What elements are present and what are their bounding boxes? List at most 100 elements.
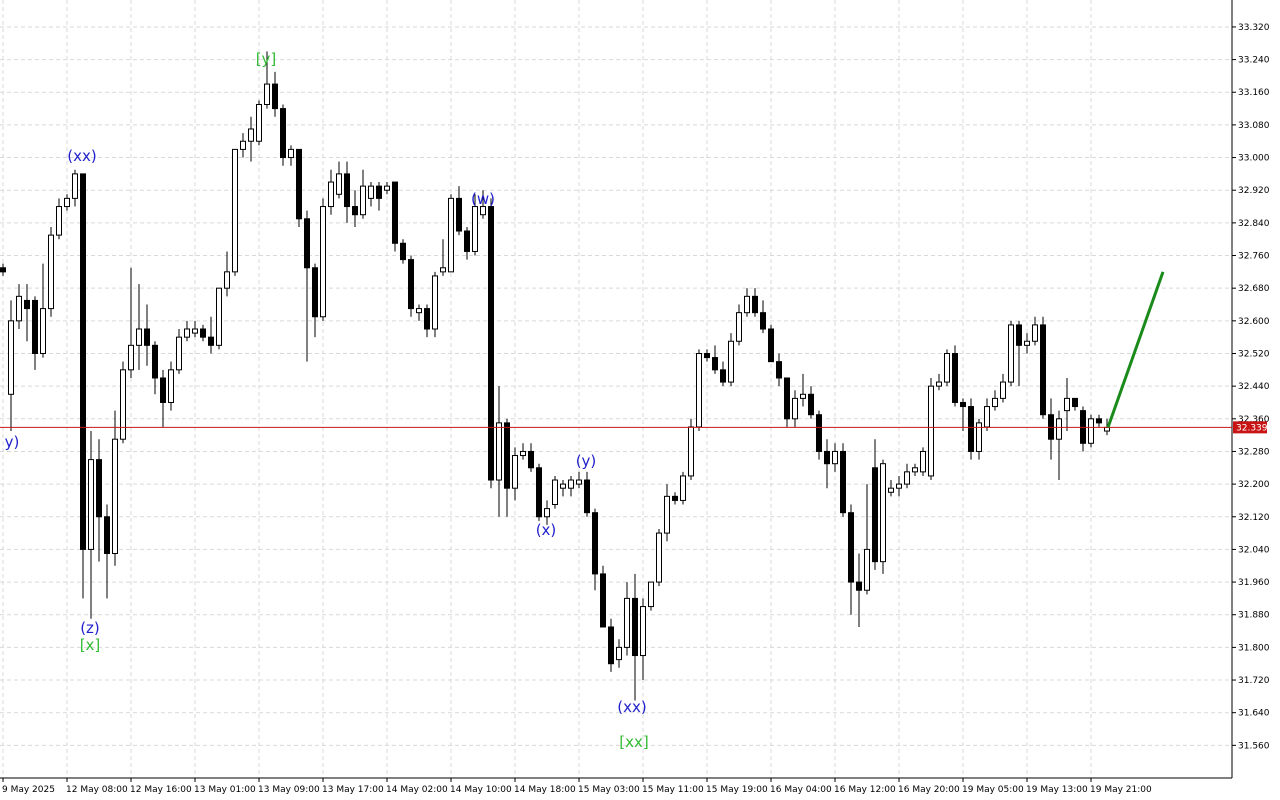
candle-body xyxy=(8,320,14,395)
candle-body xyxy=(1040,324,1046,416)
candle-body xyxy=(648,581,654,608)
y-tick-label: 33.320 xyxy=(1238,23,1270,33)
candle-body xyxy=(1032,324,1038,342)
candle-body xyxy=(216,287,222,346)
candle-body xyxy=(784,377,790,420)
candle-body xyxy=(904,471,910,485)
candle-body xyxy=(696,352,702,428)
candle-body xyxy=(936,381,942,387)
candle-body xyxy=(528,450,534,469)
candle-body xyxy=(968,406,974,452)
x-tick-label: 13 May 09:00 xyxy=(258,785,320,795)
candle-body xyxy=(56,206,62,236)
candle-body xyxy=(208,336,214,346)
candle-body xyxy=(496,422,502,481)
candle-body xyxy=(632,597,638,657)
candle-body xyxy=(112,438,118,554)
candle-body xyxy=(992,397,998,408)
candle-body xyxy=(456,197,462,232)
y-tick-label: 33.000 xyxy=(1238,154,1270,164)
candle-body xyxy=(1064,397,1070,412)
candle-body xyxy=(272,83,278,110)
candle-body xyxy=(800,393,806,399)
candle-body xyxy=(352,206,358,216)
candle-body xyxy=(376,185,382,199)
candle-body xyxy=(0,267,6,273)
wave-label: (y) xyxy=(576,452,597,470)
candle-body xyxy=(760,312,766,330)
candle-body xyxy=(984,406,990,428)
candle-body xyxy=(920,450,926,473)
candle-body xyxy=(160,377,166,403)
candle-body xyxy=(640,606,646,657)
y-tick-label: 32.040 xyxy=(1238,545,1270,555)
y-tick-label: 31.960 xyxy=(1238,578,1270,588)
x-tick-label: 16 May 12:00 xyxy=(834,785,896,795)
candle-body xyxy=(928,385,934,477)
candle-body xyxy=(560,483,566,489)
candle-body xyxy=(824,450,830,465)
candle-body xyxy=(256,103,262,142)
y-tick-label: 33.160 xyxy=(1238,88,1270,98)
candle-body xyxy=(144,328,150,346)
candle-body xyxy=(384,185,390,191)
candle-body xyxy=(1000,381,1006,399)
candle-body xyxy=(1096,418,1102,424)
y-tick-label: 31.880 xyxy=(1238,611,1270,621)
candle-body xyxy=(960,401,966,408)
candle-body xyxy=(304,218,310,269)
y-tick-label: 32.840 xyxy=(1238,219,1270,229)
price-label: 32.339 xyxy=(1236,423,1268,433)
candle-body xyxy=(312,267,318,318)
candle-body xyxy=(1024,340,1030,346)
x-tick-label: 12 May 16:00 xyxy=(130,785,192,795)
candle-body xyxy=(152,344,158,379)
candle-body xyxy=(680,475,686,501)
candle-body xyxy=(368,185,374,199)
candle-body xyxy=(72,173,78,199)
candle-body xyxy=(616,646,622,661)
candle-body xyxy=(888,487,894,493)
candle-body xyxy=(168,369,174,403)
candle-body xyxy=(856,581,862,591)
candle-body xyxy=(224,271,230,289)
x-tick-label: 14 May 10:00 xyxy=(450,785,512,795)
candle-body xyxy=(672,495,678,501)
candle-body xyxy=(584,479,590,514)
y-tick-label: 32.440 xyxy=(1238,382,1270,392)
y-tick-label: 31.720 xyxy=(1238,676,1270,686)
candle-body xyxy=(512,455,518,489)
candle-body xyxy=(416,308,422,314)
candle-body xyxy=(104,516,110,554)
candle-body xyxy=(24,299,30,310)
candle-body xyxy=(488,206,494,481)
wave-label: (xx) xyxy=(617,698,646,716)
candle-body xyxy=(200,328,206,338)
candle-body xyxy=(344,173,350,208)
candle-body xyxy=(88,459,94,550)
candle-body xyxy=(184,328,190,338)
candle-body xyxy=(536,467,542,518)
candle-body xyxy=(744,295,750,314)
candle-body xyxy=(48,234,54,310)
x-tick-label: 16 May 04:00 xyxy=(770,785,832,795)
candle-body xyxy=(792,397,798,420)
x-tick-label: 13 May 01:00 xyxy=(194,785,256,795)
candle-body xyxy=(96,459,102,518)
wave-label: (z) xyxy=(80,619,100,637)
candle-body xyxy=(472,206,478,252)
candle-body xyxy=(776,361,782,379)
candle-body xyxy=(360,185,366,216)
candle-body xyxy=(400,242,406,261)
candle-body xyxy=(1088,418,1094,444)
candle-body xyxy=(768,328,774,363)
x-tick-label: 9 May 2025 xyxy=(2,785,55,795)
candle-body xyxy=(120,369,126,440)
candle-body xyxy=(840,450,846,514)
candle-body xyxy=(288,148,294,159)
candle-body xyxy=(608,626,614,665)
candle-body xyxy=(40,308,46,354)
candle-body xyxy=(576,479,582,485)
candle-body xyxy=(136,328,142,346)
y-tick-label: 32.200 xyxy=(1238,480,1270,490)
